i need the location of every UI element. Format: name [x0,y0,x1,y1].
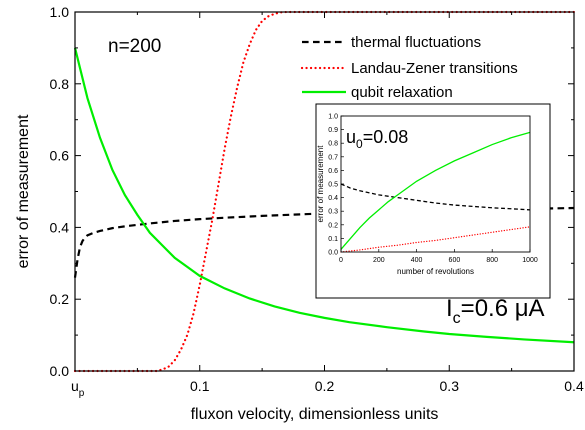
inset-x-tick-label-1: 200 [373,257,385,264]
main-plot: 0.0 0.2 0.4 0.6 0.8 1.0 0.1 0.2 0.3 0.4 up fluxon v… [15,4,584,423]
inset-y-tick-label-3: 0.3 [328,209,338,216]
inset-y-tick-label-5: 0.5 [328,182,338,189]
inset-y-tick-label-4: 0.4 [328,195,338,202]
x-tick-label-2: 0.3 [440,378,460,394]
y-tick-label-0: 0.0 [50,363,70,379]
y-tick-label-4: 0.8 [50,76,70,92]
x-tick-label-0: 0.1 [190,378,210,394]
inset-y-tick-label-1: 0.1 [328,236,338,243]
y-tick-label-2: 0.4 [50,219,70,235]
inset-series-2 [340,131,531,250]
inset-y-tick-label-6: 0.6 [328,168,338,175]
y-tick-label-1: 0.2 [50,291,70,307]
main-series-2 [73,47,575,344]
inset-series-0 [340,183,531,211]
annotation-n: n=200 [108,36,161,57]
inset-border [315,103,551,299]
x-tick-label-1: 0.2 [315,378,335,394]
inset-y-tick-label-8: 0.8 [328,141,338,148]
x-tick-label-3: 0.4 [564,378,584,394]
inset-x-tick-label-5: 1000 [522,257,538,264]
inset-plot: 0.0 0.1 0.2 0.3 0.4 0.5 0.6 0.7 0.8 0.9 1.0 0 200 400… [315,103,551,299]
y-tick-label-3: 0.6 [50,148,70,164]
x-origin-label: up [71,378,85,399]
inset-x-tick-label-2: 400 [411,257,423,264]
inset-x-tick-label-3: 600 [449,257,461,264]
annotation-ic: Ic=0.6 μA [446,295,545,327]
inset-y-axis-label: error of measurement [316,145,325,223]
legend-label-0: thermal fluctuations [351,34,481,51]
y-tick-label-5: 1.0 [50,4,70,20]
legend-label-2: qubit relaxation [351,84,453,101]
inset-x-tick-label-4: 800 [486,257,498,264]
inset-y-tick-label-10: 1.0 [328,114,338,121]
x-axis-label: fluxon velocity, dimensionless units [191,406,439,423]
inset-x-tick-label-0: 0 [339,257,343,264]
y-axis-label: error of measurement [15,114,32,268]
inset-y-tick-label-9: 0.9 [328,127,338,134]
inset-y-tick-label-0: 0.0 [328,250,338,257]
inset-y-tick-label-7: 0.7 [328,154,338,161]
inset-y-tick-label-2: 0.2 [328,222,338,229]
inset-x-axis-label: number of revolutions [397,267,474,276]
inset-series-1 [340,226,531,253]
legend-label-1: Landau-Zener transitions [351,60,518,77]
